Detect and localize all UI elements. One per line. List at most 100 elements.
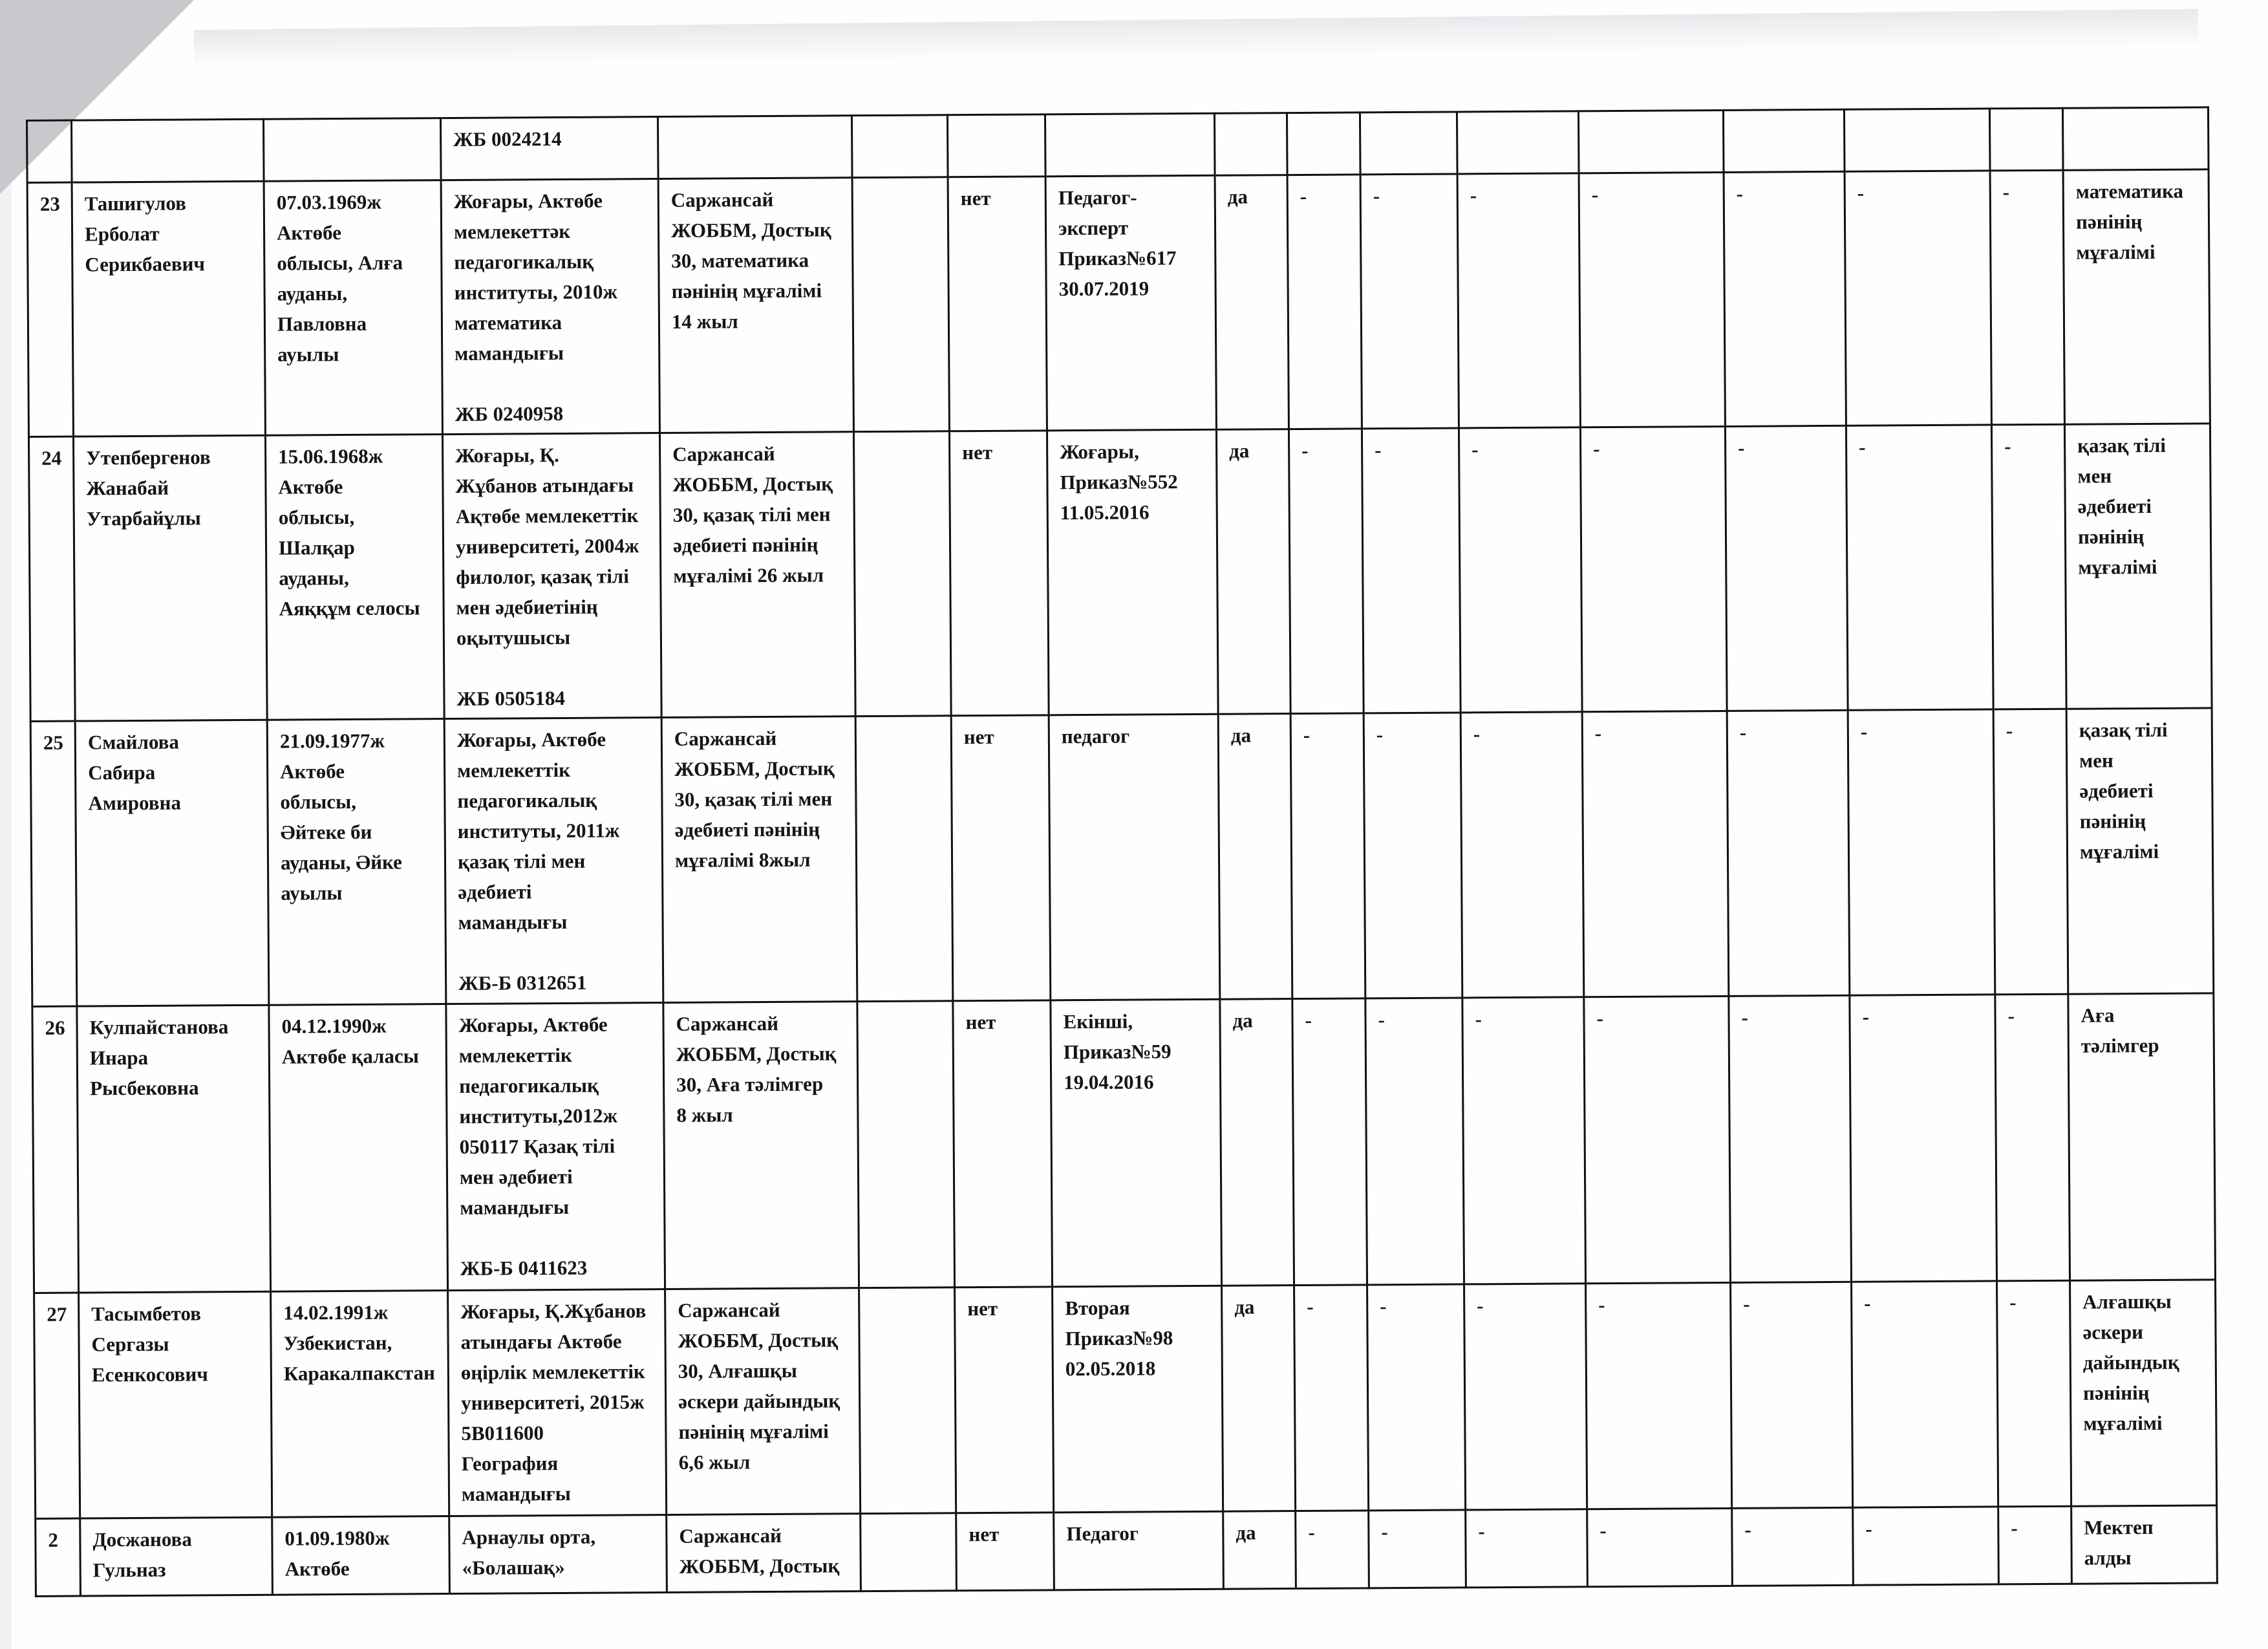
cell-extra bbox=[852, 177, 950, 432]
cell-category: Педагог bbox=[1053, 1511, 1224, 1590]
cell-flag-yes: да bbox=[1218, 713, 1292, 1000]
cell-num: 23 bbox=[27, 182, 74, 437]
cell-dash: - bbox=[1465, 1509, 1588, 1588]
cell-dash: - bbox=[1582, 711, 1729, 997]
cell-name: Досжанова Гульназ bbox=[80, 1517, 273, 1597]
cell-dash: - bbox=[1585, 1282, 1732, 1509]
cell-dash: - bbox=[1464, 1283, 1587, 1510]
cell-dash: - bbox=[1990, 170, 2065, 425]
cell-num: 27 bbox=[34, 1293, 80, 1519]
cell-empty bbox=[1287, 112, 1361, 175]
cell-dash: - bbox=[1848, 709, 1995, 996]
cell-education: Жоғары, Актөбе мемлекеттік педагогикалық… bbox=[444, 717, 663, 1004]
cell-dash: - bbox=[1364, 712, 1462, 998]
cell-flag-no: нет bbox=[948, 176, 1047, 431]
cell-dash: - bbox=[1993, 709, 2068, 995]
cell-flag-yes: да bbox=[1215, 175, 1289, 430]
cell-dash: - bbox=[1728, 995, 1852, 1283]
cell-dash: - bbox=[1996, 1280, 2071, 1507]
cell-dash: - bbox=[1991, 424, 2067, 709]
cell-workplace: Саржансай ЖОББМ, Достық 30, қазақ тілі м… bbox=[661, 716, 857, 1003]
table-body: ЖБ 0024214 23 Ташигулов Ерболат Серикбаев… bbox=[27, 107, 2218, 1597]
cell-birth: 21.09.1977ж Актөбе облысы, Әйтеке би ауд… bbox=[267, 718, 446, 1006]
cell-empty bbox=[1457, 111, 1579, 174]
cell-flag-no: нет bbox=[952, 1000, 1053, 1288]
cell-dash: - bbox=[1998, 1506, 2072, 1584]
cell-category: педагог bbox=[1049, 714, 1220, 1000]
cell-dash: - bbox=[1730, 1282, 1853, 1509]
cell-extra bbox=[853, 431, 952, 717]
cell-dash: - bbox=[1583, 996, 1731, 1284]
cell-dash: - bbox=[1462, 997, 1586, 1284]
cell-dash: - bbox=[1846, 424, 1994, 711]
table-row: 24 Утепбергенов Жанабай Утарбайұлы 15.06.1… bbox=[28, 423, 2212, 722]
cell-dash: - bbox=[1294, 1284, 1369, 1511]
cell-category: Жоғары, Приказ№552 11.05.2016 bbox=[1047, 429, 1219, 715]
cell-empty bbox=[851, 114, 948, 178]
cell-dash: - bbox=[1725, 426, 1848, 711]
cell-dash: - bbox=[1580, 426, 1728, 712]
cell-empty bbox=[1989, 108, 2064, 171]
cell-birth: 01.09.1980ж Актөбе bbox=[272, 1516, 450, 1595]
cell-num bbox=[27, 120, 72, 183]
cell-workplace: Саржансай ЖОББМ, Достық 30, қазақ тілі м… bbox=[659, 431, 856, 718]
cell-dash: - bbox=[1727, 710, 1850, 997]
cell-dash: - bbox=[1290, 713, 1365, 999]
cell-birth: 04.12.1990ж Актөбе қаласы bbox=[268, 1004, 448, 1292]
cell-num: 2 bbox=[35, 1518, 81, 1597]
cell-birth bbox=[263, 118, 442, 182]
cell-workplace bbox=[658, 115, 853, 179]
table-row: 26 Кулпайстанова Инара Рысбековна 04.12.19… bbox=[32, 993, 2216, 1293]
cell-education: Жоғары, Қ. Жұбанов атындағы Ақтөбе мемле… bbox=[442, 433, 662, 719]
cell-empty bbox=[947, 114, 1046, 177]
cell-flag-yes: да bbox=[1221, 1285, 1296, 1512]
cell-position: Алғашқы әскери дайындық пәнінің мұғалімі bbox=[2070, 1279, 2217, 1507]
cell-position: қазақ тілі мен әдебиеті пәнінің мұғалімі bbox=[2064, 423, 2212, 709]
cell-dash: - bbox=[1845, 170, 1992, 426]
cell-flag-no: нет bbox=[956, 1512, 1054, 1591]
cell-workplace: Саржансай ЖОББМ, Достық bbox=[666, 1513, 861, 1593]
cell-name: Ташигулов Ерболат Серикбаевич bbox=[72, 181, 266, 437]
scan-edge bbox=[193, 8, 2199, 69]
cell-category: Екінші, Приказ№59 19.04.2016 bbox=[1050, 999, 1222, 1287]
cell-position: қазақ тілі мен әдебиеті пәнінің мұғалімі bbox=[2066, 707, 2214, 995]
cell-dash: - bbox=[1587, 1508, 1733, 1587]
cell-empty bbox=[1723, 109, 1845, 173]
cell-flag-no: нет bbox=[951, 715, 1051, 1001]
cell-workplace: Саржансай ЖОББМ, Достық 30, Алғашқы әске… bbox=[665, 1288, 861, 1515]
cell-dash: - bbox=[1724, 171, 1846, 427]
cell-num: 24 bbox=[28, 436, 76, 722]
cell-education: Арнаулы орта, «Болашақ» bbox=[449, 1514, 667, 1594]
cell-dash: - bbox=[1360, 173, 1459, 429]
table-row: 23 Ташигулов Ерболат Серикбаевич 07.03.196… bbox=[27, 169, 2210, 437]
cell-flag-yes: да bbox=[1223, 1511, 1296, 1590]
cell-position: Мектеп алды bbox=[2071, 1505, 2218, 1584]
cell-workplace: Саржансай ЖОББМ, Достық 30, математика п… bbox=[658, 177, 854, 433]
cell-dash: - bbox=[1365, 997, 1464, 1285]
cell-birth: 15.06.1968ж Актөбе облысы, Шалқар ауданы… bbox=[265, 434, 445, 720]
cell-extra bbox=[860, 1513, 957, 1591]
cell-workplace: Саржансай ЖОББМ, Достық 30, Аға тәлімгер… bbox=[663, 1001, 859, 1289]
cell-extra bbox=[855, 715, 953, 1002]
cell-dash: - bbox=[1459, 427, 1583, 713]
cell-dash: - bbox=[1292, 998, 1367, 1286]
cell-dash: - bbox=[1362, 427, 1461, 713]
cell-dash: - bbox=[1579, 172, 1726, 427]
cell-dash: - bbox=[1457, 173, 1581, 428]
cell-education: Жоғары, Актөбе мемлекеттік педагогикалық… bbox=[445, 1002, 665, 1291]
cell-dash: - bbox=[1849, 994, 1997, 1282]
cell-dash: - bbox=[1852, 1506, 1999, 1586]
cell-flag-yes: да bbox=[1216, 429, 1291, 715]
table-row: 2 Досжанова Гульназ 01.09.1980ж Актөбе Арна… bbox=[35, 1505, 2218, 1597]
cell-dash: - bbox=[1851, 1280, 1998, 1508]
cell-position: математика пәнінің мұғалімі bbox=[2063, 169, 2210, 425]
cell-num: 25 bbox=[30, 721, 77, 1007]
cell-dash: - bbox=[1367, 1284, 1466, 1511]
cell-extra bbox=[857, 1000, 955, 1288]
cell-flag-no: нет bbox=[949, 430, 1049, 716]
cell-dash: - bbox=[1368, 1509, 1466, 1588]
cell-flag-yes: да bbox=[1219, 998, 1294, 1286]
cell-empty bbox=[1360, 111, 1458, 175]
cell-category: Педагог- эксперт Приказ№617 30.07.2019 bbox=[1045, 175, 1217, 431]
cell-dash: - bbox=[1995, 994, 2070, 1281]
